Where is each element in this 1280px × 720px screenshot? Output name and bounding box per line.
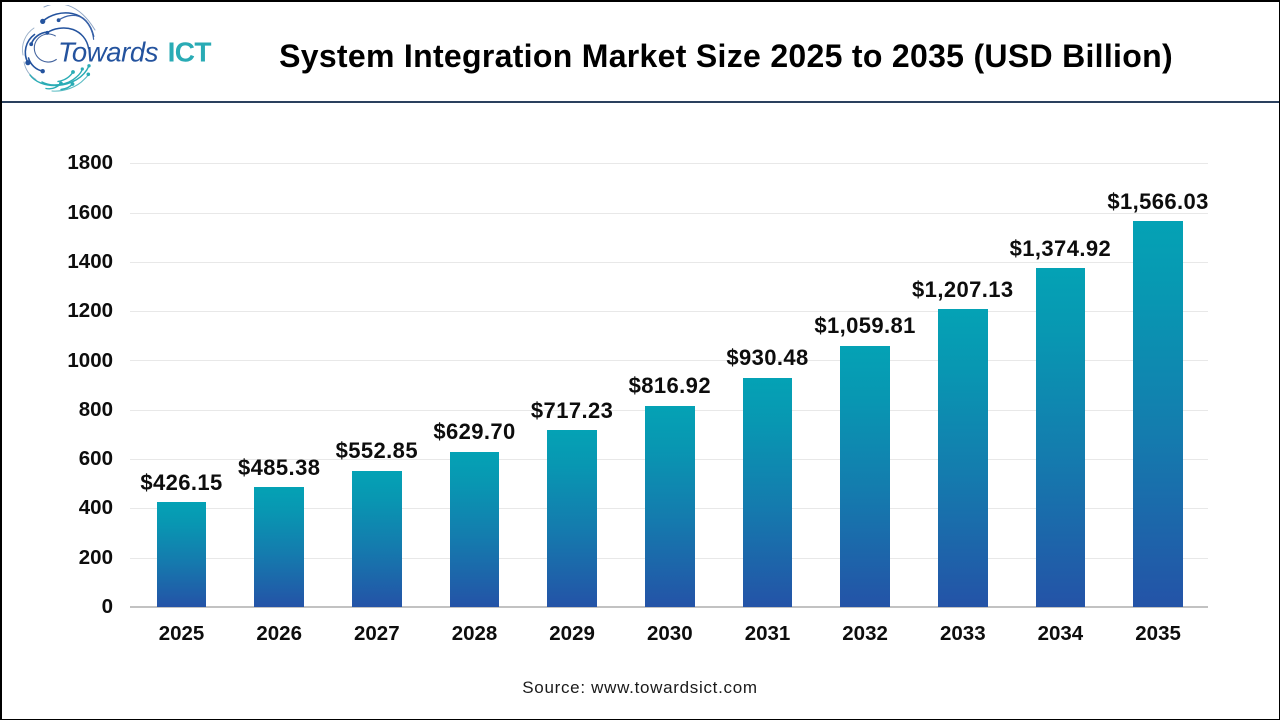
- svg-text:Towards: Towards: [58, 37, 159, 68]
- svg-text:ICT: ICT: [168, 37, 212, 68]
